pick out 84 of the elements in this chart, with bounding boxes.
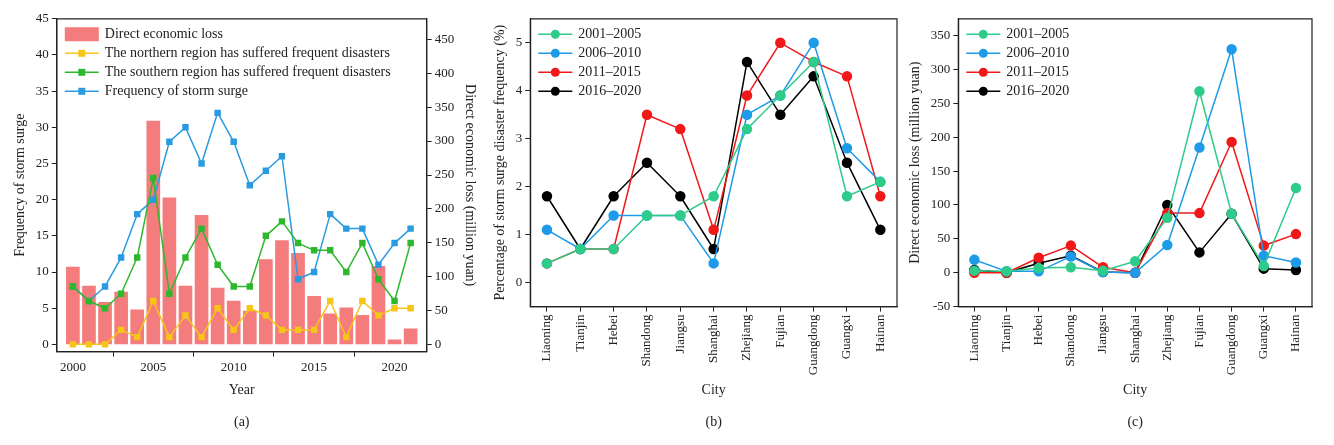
x-tick-label: Hainan [871,314,887,353]
y-tick-label: 0 [515,273,523,289]
y-tick-label: 5 [42,299,49,315]
y-tick-label: 25 [35,154,49,170]
y2-tick-label: 100 [434,268,455,284]
y-tick-label: 100 [930,196,951,212]
y-axis-title: Direct economic loss (million yuan) [907,61,924,264]
y-tick-label: 0 [42,335,49,351]
legend-label: 2016–2020 [578,82,642,98]
legend-label: Frequency of storm surge [104,82,249,98]
legend-label: 2011–2015 [578,63,641,79]
y2-tick-label: 150 [434,234,455,250]
y-tick-label: 3 [515,130,523,146]
x-axis-title: City [701,382,726,398]
y-tick-label: 30 [35,118,49,134]
x-tick-label: Liaoning [538,314,554,362]
x-tick-label: Shanghai [705,314,721,363]
y-tick-label: -50 [932,297,951,313]
y-tick-label: 15 [35,227,49,243]
y2-tick-label: 400 [434,64,455,80]
x-tick-label: 2010 [220,358,247,374]
x-tick-label: Liaoning [965,314,981,362]
y2-tick-label: 350 [434,98,455,114]
y2-tick-label: 250 [434,166,455,182]
y-tick-label: 1 [515,226,523,242]
x-tick-label: Guangdong [805,314,821,376]
y-tick-label: 4 [515,82,523,98]
y2-tick-label: 300 [434,132,455,148]
y-tick-label: 40 [35,46,49,62]
y-tick-label: 35 [35,82,49,98]
text: (c) [1127,413,1144,430]
x-tick-label: Tianjin [997,314,1013,352]
x-tick-label: 2015 [301,358,328,374]
legend-label: Direct economic loss [104,25,223,41]
x-axis-title: City [1123,382,1148,398]
y-axis-title: Percentage of storm surge disaster frequency (%) [492,24,509,301]
text: (a) [233,413,250,430]
x-tick-label: Fujian [1190,314,1206,348]
legend-label: The southern region has suffered frequent disasters [104,63,391,79]
legend-label: 2001–2005 [1006,25,1070,41]
x-tick-label: Tianjin [571,314,587,352]
x-tick-label: 2000 [59,358,86,374]
x-tick-label: Jiangsu [1094,314,1110,354]
x-tick-label: Guangdong [1223,314,1239,376]
y-tick-label: 150 [930,162,951,178]
y-axis-title: Frequency of storm surge [12,113,28,257]
legend-label: 2006–2010 [578,44,642,60]
legend-label: 2001–2005 [578,25,642,41]
legend-label: The northern region has suffered frequent disasters [104,44,390,60]
x-tick-label: Shandong [638,314,654,367]
legend-label: 2006–2010 [1006,44,1070,60]
y-tick-label: 2 [515,178,523,194]
y2-tick-label: 50 [434,302,448,318]
x-tick-label: Hainan [1287,314,1303,353]
y-tick-label: 300 [930,61,951,76]
y-tick-label: 200 [930,128,951,144]
y-tick-label: 45 [35,10,49,26]
y2-tick-label: 200 [434,200,455,216]
y-tick-label: 10 [35,263,49,279]
y-tick-label: 50 [937,230,951,246]
x-axis-title: Year [228,382,255,398]
y-tick-label: 20 [35,191,49,207]
y-tick-label: 350 [930,27,951,43]
y2-tick-label: 450 [434,30,455,46]
y2-axis-title: Direct economic loss (million yuan) [461,84,478,287]
x-tick-label: Hebei [1030,314,1046,346]
legend-label: 2011–2015 [1006,63,1069,79]
legend-label: 2016–2020 [1006,82,1070,98]
text: (b) [705,413,723,430]
x-tick-label: Jiangsu [671,314,687,354]
x-tick-label: Shandong [1062,314,1078,367]
y-tick-label: 5 [515,34,523,50]
x-tick-label: Shanghai [1126,314,1142,363]
x-tick-label: Guangxi [838,314,854,360]
x-tick-label: 2020 [381,358,408,374]
x-tick-label: Zhejiang [1158,314,1174,361]
y2-tick-label: 0 [434,336,442,352]
y-tick-label: 250 [930,94,951,110]
x-tick-label: Guangxi [1255,314,1271,360]
x-tick-label: Hebei [605,314,621,346]
x-tick-label: Zhejiang [738,314,754,361]
y-tick-label: 0 [943,264,951,280]
x-tick-label: 2005 [140,358,167,374]
x-tick-label: Fujian [771,314,787,348]
